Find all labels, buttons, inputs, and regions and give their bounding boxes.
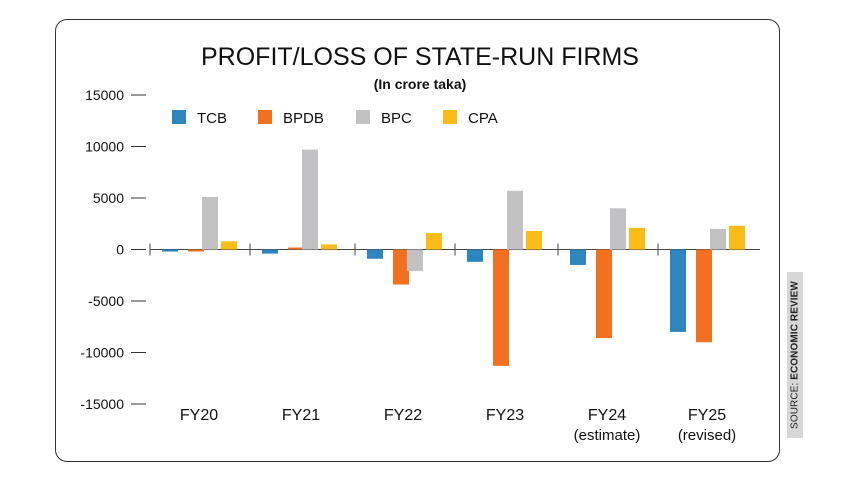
bar-bpc-fy24: [610, 208, 626, 250]
bar-bpdb-fy21: [288, 247, 304, 250]
bar-tcb-fy23: [467, 249, 483, 262]
x-category-label: FY25: [688, 407, 726, 424]
bar-bpdb-fy25: [696, 249, 712, 343]
y-tick-label: -15000: [80, 396, 124, 412]
y-tick-label: 5000: [93, 190, 124, 206]
bar-bpdb-fy22: [393, 249, 409, 285]
bar-cpa-fy22: [426, 233, 442, 250]
bar-tcb-fy21: [262, 249, 278, 254]
chart-subtitle: (In crore taka): [374, 76, 467, 92]
y-tick-label: -10000: [80, 345, 124, 361]
bar-bpc-fy20: [202, 196, 218, 250]
bar-cpa-fy21: [321, 244, 337, 250]
bar-tcb-fy24: [570, 249, 586, 265]
bars: [162, 149, 745, 366]
bar-cpa-fy24: [629, 227, 645, 250]
legend-swatch-tcb: [172, 110, 186, 124]
bar-bpc-fy21: [302, 149, 318, 250]
bar-bpc-fy22: [407, 249, 423, 272]
bar-bpdb-fy20: [188, 249, 204, 252]
source-prefix: SOURCE:: [789, 382, 801, 429]
x-category-label: FY24: [588, 407, 626, 424]
y-tick-label: 15000: [85, 87, 124, 103]
source-bar: [787, 272, 803, 438]
legend-label-cpa: CPA: [468, 110, 498, 127]
bar-tcb-fy20: [162, 249, 178, 252]
bar-bpdb-fy23: [493, 249, 509, 366]
source-credit: SOURCE: ECONOMIC REVIEW: [790, 281, 801, 429]
y-tick-label: 0: [116, 242, 124, 258]
y-axis: 15000 10000 5000 0 -5000 -10000 -15000: [80, 87, 760, 412]
x-axis-labels: FY20 FY21 FY22 FY23 FY24 (estimate) FY25 (revis…: [180, 407, 736, 444]
bar-bpc-fy25: [710, 228, 726, 250]
x-category-label: FY23: [486, 407, 524, 424]
legend-label-bpdb: BPDB: [283, 110, 324, 127]
x-category-sublabel: (revised): [678, 427, 736, 444]
legend-label-bpc: BPC: [381, 110, 412, 127]
source-name: ECONOMIC REVIEW: [789, 281, 801, 380]
bar-tcb-fy25: [670, 249, 686, 332]
bar-bpdb-fy24: [596, 249, 612, 339]
chart-title: PROFIT/LOSS OF STATE-RUN FIRMS: [201, 43, 639, 71]
x-category-label: FY20: [180, 407, 218, 424]
legend-swatch-bpdb: [258, 110, 272, 124]
x-category-sublabel: (estimate): [574, 427, 641, 444]
legend-label-tcb: TCB: [197, 110, 227, 127]
bar-cpa-fy20: [221, 241, 237, 250]
bar-tcb-fy22: [367, 249, 383, 259]
y-tick-label: 10000: [85, 139, 124, 155]
bar-cpa-fy25: [729, 225, 745, 250]
legend: TCB BPDB BPC CPA: [172, 110, 498, 127]
bar-cpa-fy23: [526, 230, 542, 250]
x-category-label: FY22: [384, 407, 422, 424]
y-tick-label: -5000: [88, 293, 124, 309]
legend-swatch-bpc: [356, 110, 370, 124]
chart-card: [55, 19, 780, 462]
x-category-label: FY21: [282, 407, 320, 424]
legend-swatch-cpa: [443, 110, 457, 124]
bar-bpc-fy23: [507, 190, 523, 250]
